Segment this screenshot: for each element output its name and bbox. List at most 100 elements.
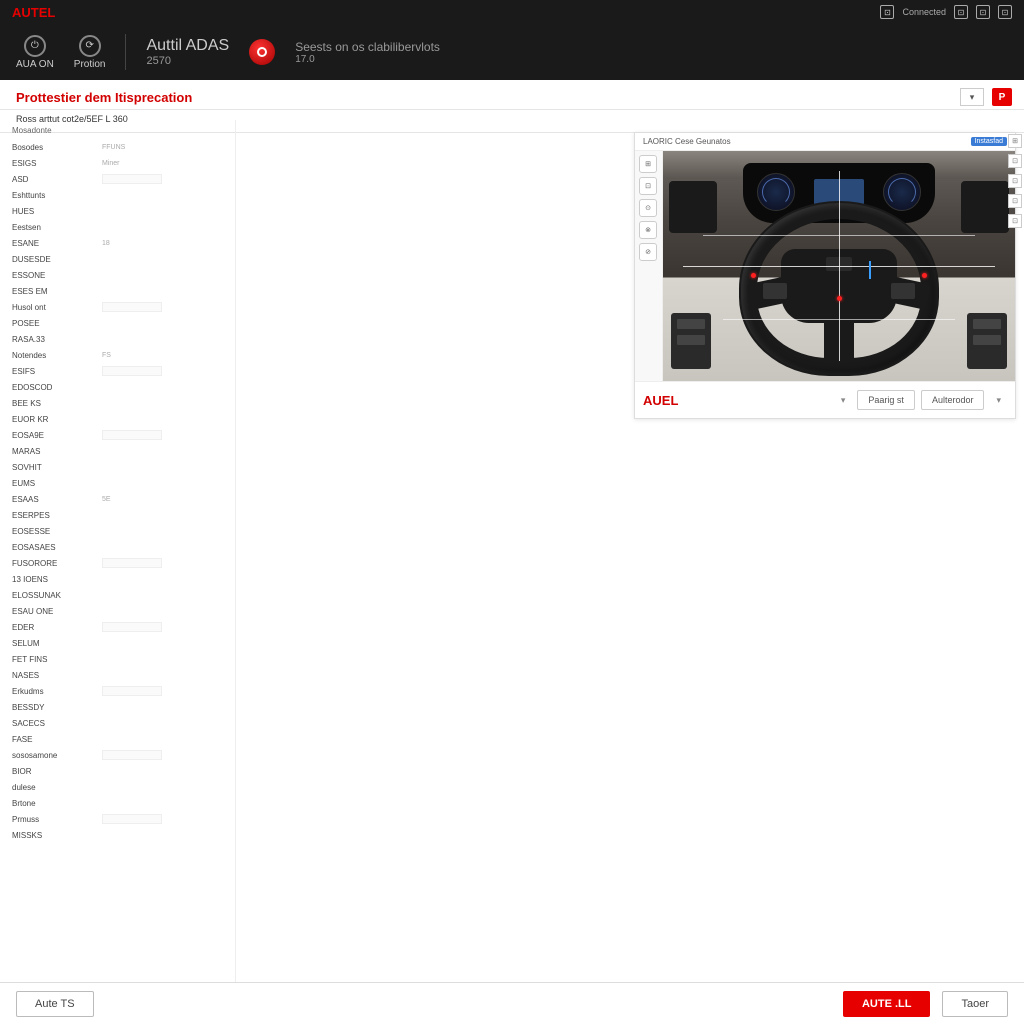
- sidebar-item[interactable]: SOVHIT: [12, 459, 235, 475]
- topbar-icon-2[interactable]: ⊡: [976, 5, 990, 19]
- sidebar-item-label: EDER: [12, 623, 102, 632]
- sidebar-item[interactable]: ESSONE: [12, 267, 235, 283]
- sidebar-item[interactable]: SELUM: [12, 635, 235, 651]
- sidebar-item-label: ASD: [12, 175, 102, 184]
- sidebar-item[interactable]: FET FINS: [12, 651, 235, 667]
- preview-image[interactable]: [663, 151, 1015, 381]
- sidebar-item[interactable]: ESIGSMiner: [12, 155, 235, 171]
- sidebar-item[interactable]: ESIFS: [12, 363, 235, 379]
- sidebar-item-label: SOVHIT: [12, 463, 102, 472]
- sidebar-item-label: FET FINS: [12, 655, 102, 664]
- sidebar-item[interactable]: EDOSCOD: [12, 379, 235, 395]
- sidebar-item[interactable]: Husol ont: [12, 299, 235, 315]
- tool-x-icon[interactable]: ⊗: [639, 221, 657, 239]
- sidebar-item[interactable]: BIOR: [12, 763, 235, 779]
- sidebar-item[interactable]: BEE KS: [12, 395, 235, 411]
- sidebar-item[interactable]: MISSKS: [12, 827, 235, 843]
- sidebar-item-label: MISSKS: [12, 831, 102, 840]
- topbar-icon-1[interactable]: ⊡: [954, 5, 968, 19]
- sidebar-item[interactable]: EOSASAES: [12, 539, 235, 555]
- sidebar-item[interactable]: Eshttunts: [12, 187, 235, 203]
- status-text: Connected: [902, 7, 946, 17]
- toolbar-right: ▾ P: [960, 88, 1012, 106]
- sidebar-item[interactable]: Eestsen: [12, 219, 235, 235]
- sidebar-item[interactable]: DUSESDE: [12, 251, 235, 267]
- sidebar-item[interactable]: dulese: [12, 779, 235, 795]
- dropdown-toggle[interactable]: ▾: [960, 88, 984, 106]
- sidebar-item-field[interactable]: [102, 686, 162, 696]
- side-tool-5-icon[interactable]: ⊡: [1008, 214, 1022, 228]
- separator: [125, 34, 126, 70]
- sidebar-item-label: EUMS: [12, 479, 102, 488]
- sidebar-item-label: dulese: [12, 783, 102, 792]
- sidebar-item-field[interactable]: [102, 814, 162, 824]
- sidebar-item-label: BESSDY: [12, 703, 102, 712]
- bottom-btn-secondary[interactable]: Taoer: [942, 991, 1008, 1017]
- sidebar-item-label: ESANE: [12, 239, 102, 248]
- sidebar-item-label: ESIGS: [12, 159, 102, 168]
- tool-slash-icon[interactable]: ⊘: [639, 243, 657, 261]
- sidebar-item[interactable]: FASE: [12, 731, 235, 747]
- sidebar-item[interactable]: ESANE18: [12, 235, 235, 251]
- sidebar-item[interactable]: ESAU ONE: [12, 603, 235, 619]
- sidebar-item[interactable]: 13 IOENS: [12, 571, 235, 587]
- side-tool-3-icon[interactable]: ⊡: [1008, 174, 1022, 188]
- sidebar-item[interactable]: EDER: [12, 619, 235, 635]
- sidebar-item[interactable]: ESES EM: [12, 283, 235, 299]
- sidebar-item[interactable]: Erkudms: [12, 683, 235, 699]
- sidebar-item[interactable]: NASES: [12, 667, 235, 683]
- sidebar-item[interactable]: EOSESSE: [12, 523, 235, 539]
- sidebar-item-label: NASES: [12, 671, 102, 680]
- header-block-refresh[interactable]: ⟳ Protion: [74, 35, 106, 70]
- sidebar-item[interactable]: NotendesFS: [12, 347, 235, 363]
- sidebar-item[interactable]: sososamone: [12, 747, 235, 763]
- sidebar-item[interactable]: SACECS: [12, 715, 235, 731]
- sidebar-item[interactable]: BESSDY: [12, 699, 235, 715]
- preview-btn-2[interactable]: Aulterodor: [921, 390, 985, 410]
- sidebar-item[interactable]: EOSA9E: [12, 427, 235, 443]
- tool-grid-icon[interactable]: ⊞: [639, 155, 657, 173]
- sidebar-item[interactable]: Brtone: [12, 795, 235, 811]
- sidebar-item-field[interactable]: [102, 174, 162, 184]
- sidebar-item-field[interactable]: [102, 750, 162, 760]
- sidebar-item[interactable]: ESERPES: [12, 507, 235, 523]
- sidebar-item[interactable]: BosodesFFUNS: [12, 139, 235, 155]
- side-tool-4-icon[interactable]: ⊡: [1008, 194, 1022, 208]
- sidebar-item[interactable]: FUSORORE: [12, 555, 235, 571]
- preview-btn-1[interactable]: Paarig st: [857, 390, 915, 410]
- sidebar-item[interactable]: RASA.33: [12, 331, 235, 347]
- status-icon[interactable]: ⊡: [880, 5, 894, 19]
- sidebar-item-field[interactable]: [102, 366, 162, 376]
- flag-button[interactable]: P: [992, 88, 1012, 106]
- side-tool-1-icon[interactable]: ⊞: [1008, 134, 1022, 148]
- sidebar-item[interactable]: MARAS: [12, 443, 235, 459]
- sidebar-item[interactable]: ELOSSUNAK: [12, 587, 235, 603]
- sidebar-item-label: Bosodes: [12, 143, 102, 152]
- sidebar-item-field[interactable]: [102, 558, 162, 568]
- tool-box-icon[interactable]: ⊡: [639, 177, 657, 195]
- sidebar-item-field[interactable]: [102, 622, 162, 632]
- sidebar-item[interactable]: HUES: [12, 203, 235, 219]
- header-block-power[interactable]: ⏻ AUA ON: [16, 35, 54, 70]
- sidebar-item-label: EOSESSE: [12, 527, 102, 536]
- sidebar-item-field[interactable]: [102, 430, 162, 440]
- sidebar-item-field[interactable]: [102, 302, 162, 312]
- sidebar-item-label: EOSA9E: [12, 431, 102, 440]
- tool-circle-icon[interactable]: ⊙: [639, 199, 657, 217]
- topbar-icon-3[interactable]: ⊡: [998, 5, 1012, 19]
- sidebar-item[interactable]: ESAAS5E: [12, 491, 235, 507]
- record-icon[interactable]: [249, 39, 275, 65]
- sidebar-item[interactable]: POSEE: [12, 315, 235, 331]
- sidebar-item[interactable]: EUMS: [12, 475, 235, 491]
- sidebar-item[interactable]: EUOR KR: [12, 411, 235, 427]
- sidebar-item[interactable]: ASD: [12, 171, 235, 187]
- chevron-down-icon[interactable]: ▾: [835, 395, 852, 406]
- sidebar-item-label: BEE KS: [12, 399, 102, 408]
- sidebar-item-label: Erkudms: [12, 687, 102, 696]
- sidebar-item-label: POSEE: [12, 319, 102, 328]
- chevron-down-icon-2[interactable]: ▾: [990, 395, 1007, 406]
- side-tool-2-icon[interactable]: ⊡: [1008, 154, 1022, 168]
- bottom-btn-primary[interactable]: AUTE .LL: [843, 991, 931, 1017]
- bottom-btn-left[interactable]: Aute TS: [16, 991, 94, 1017]
- sidebar-item[interactable]: Prmuss: [12, 811, 235, 827]
